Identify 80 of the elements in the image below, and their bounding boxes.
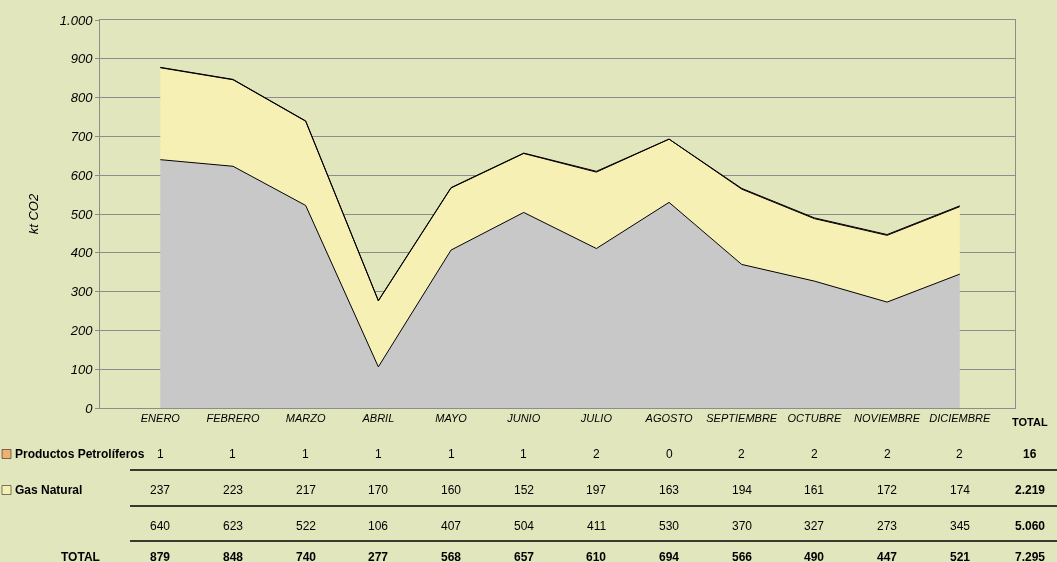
text: 5.060 — [1015, 519, 1046, 533]
data-label: 161 — [804, 483, 825, 497]
data-label: 530 — [659, 519, 680, 533]
data-label: 174 — [950, 483, 971, 497]
y-tick-label: 100 — [70, 361, 94, 377]
x-tick-label: MARZO — [285, 412, 326, 425]
data-label: 345 — [950, 519, 971, 533]
text: 16 — [1023, 447, 1037, 461]
y-tick-label: 900 — [70, 51, 94, 67]
x-tick-label: JUNIO — [506, 412, 541, 425]
data-label: 1 — [448, 447, 455, 461]
y-tick-label: 600 — [70, 167, 94, 183]
y-tick-label: 300 — [70, 284, 94, 300]
data-label: 197 — [586, 483, 607, 497]
y-axis-title: kt CO2 — [25, 193, 41, 235]
data-label: 172 — [877, 483, 898, 497]
text: 694 — [659, 550, 680, 562]
text: 740 — [296, 550, 317, 562]
data-label: 1 — [157, 447, 164, 461]
x-tick-label: SEPTIEMBRE — [706, 412, 778, 425]
x-tick-label: AGOSTO — [644, 412, 693, 425]
data-label: 504 — [514, 519, 535, 533]
text: 566 — [732, 550, 753, 562]
text: 848 — [223, 550, 244, 562]
text: 7.295 — [1015, 550, 1046, 562]
text: TOTAL — [61, 550, 100, 562]
text: 490 — [804, 550, 825, 562]
data-label: 0 — [666, 447, 673, 461]
data-label: 2 — [593, 447, 600, 461]
data-label: 160 — [441, 483, 462, 497]
data-label: 1 — [229, 447, 236, 461]
legend-label: Productos Petrolíferos — [15, 447, 145, 461]
data-label: 152 — [514, 483, 535, 497]
data-label: 1 — [375, 447, 382, 461]
data-label: 2 — [956, 447, 963, 461]
data-label: 522 — [296, 519, 317, 533]
text: 568 — [441, 550, 462, 562]
data-label: 327 — [804, 519, 825, 533]
data-label: 411 — [587, 519, 607, 533]
text: 879 — [150, 550, 171, 562]
x-tick-label: JULIO — [579, 412, 613, 425]
text: TOTAL — [1012, 416, 1048, 428]
data-label: 223 — [223, 483, 244, 497]
data-label: 407 — [441, 519, 462, 533]
data-label: 1 — [302, 447, 309, 461]
data-label: 170 — [368, 483, 389, 497]
y-tick-label: 1.000 — [59, 12, 94, 28]
text: 521 — [950, 550, 971, 562]
data-label: 273 — [877, 519, 898, 533]
text: 447 — [877, 550, 898, 562]
y-tick-label: 400 — [70, 245, 94, 261]
x-tick-label: NOVIEMBRE — [854, 412, 921, 425]
x-tick-label: FEBRERO — [206, 412, 261, 425]
x-tick-label: ENERO — [140, 412, 181, 425]
data-label: 2 — [811, 447, 818, 461]
text: 657 — [514, 550, 535, 562]
y-tick-label: 500 — [70, 206, 94, 222]
data-label: 237 — [150, 483, 171, 497]
data-label: 640 — [150, 519, 171, 533]
legend-label: Gas Natural — [15, 483, 83, 497]
data-label: 163 — [659, 483, 680, 497]
data-label: 370 — [732, 519, 753, 533]
data-label: 2 — [738, 447, 745, 461]
y-tick-label: 0 — [85, 400, 94, 416]
data-label: 1 — [520, 447, 527, 461]
y-tick-label: 800 — [70, 90, 94, 106]
x-tick-label: DICIEMBRE — [929, 412, 991, 425]
x-tick-label: MAYO — [435, 412, 468, 425]
data-label: 106 — [368, 519, 389, 533]
data-label: 2 — [884, 447, 891, 461]
x-tick-label: ABRIL — [361, 412, 395, 425]
x-tick-label: OCTUBRE — [787, 412, 842, 425]
text: 610 — [586, 550, 607, 562]
y-tick-label: 200 — [69, 322, 94, 338]
text: 277 — [368, 550, 389, 562]
text: 2.219 — [1015, 483, 1046, 497]
y-tick-label: 700 — [70, 128, 94, 144]
data-label: 194 — [732, 483, 753, 497]
data-label: 217 — [296, 483, 317, 497]
data-label: 623 — [223, 519, 244, 533]
